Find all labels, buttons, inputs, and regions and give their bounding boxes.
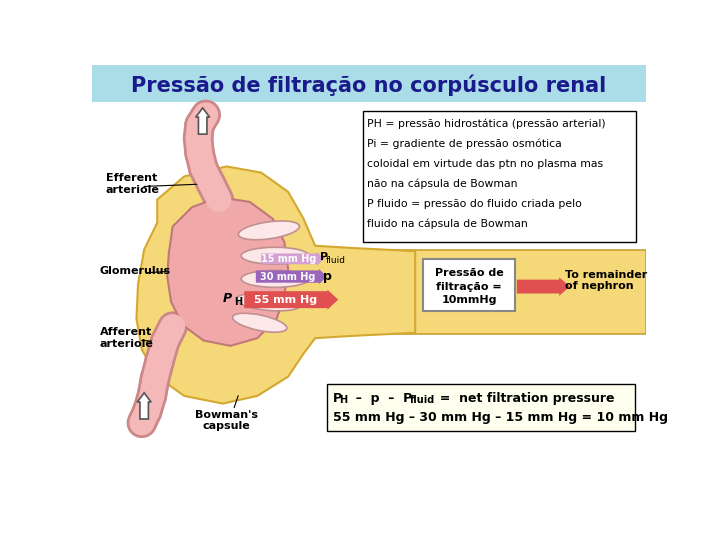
FancyArrow shape <box>138 393 151 419</box>
Ellipse shape <box>233 313 287 332</box>
Text: Pi = gradiente de pressão osmótica: Pi = gradiente de pressão osmótica <box>367 139 562 149</box>
Text: fluid: fluid <box>410 395 435 405</box>
Bar <box>423 259 516 311</box>
Text: não na cápsula de Bowman: não na cápsula de Bowman <box>367 179 518 189</box>
Ellipse shape <box>241 271 309 287</box>
Text: P: P <box>333 392 342 405</box>
FancyArrow shape <box>196 108 210 134</box>
Text: 55 mm Hg: 55 mm Hg <box>254 295 318 305</box>
Text: H: H <box>339 395 347 405</box>
FancyArrow shape <box>517 278 570 296</box>
Polygon shape <box>167 197 288 346</box>
Text: H: H <box>234 297 243 307</box>
FancyArrow shape <box>256 269 327 284</box>
Bar <box>319 249 647 334</box>
Text: coloidal em virtude das ptn no plasma mas: coloidal em virtude das ptn no plasma ma… <box>367 159 603 168</box>
Bar <box>92 65 647 102</box>
Text: Bowman's
capsule: Bowman's capsule <box>195 410 258 431</box>
Text: Pressão de filtração no corpúsculo renal: Pressão de filtração no corpúsculo renal <box>131 74 607 96</box>
Ellipse shape <box>241 247 309 264</box>
Text: Glomerulus: Glomerulus <box>99 266 171 276</box>
Text: –  p  –  P: – p – P <box>346 392 412 405</box>
Text: =  net filtration pressure: = net filtration pressure <box>431 392 615 405</box>
Text: PH = pressão hidrostática (pressão arterial): PH = pressão hidrostática (pressão arter… <box>367 119 606 129</box>
FancyArrow shape <box>261 252 324 266</box>
Text: 30 mm Hg: 30 mm Hg <box>260 272 315 281</box>
Text: 15 mm Hg: 15 mm Hg <box>261 254 317 264</box>
Ellipse shape <box>238 221 300 240</box>
Text: P fluido = pressão do fluido criada pelo: P fluido = pressão do fluido criada pelo <box>367 199 582 209</box>
Text: Afferent
arteriole: Afferent arteriole <box>99 327 153 349</box>
Text: 55 mm Hg – 30 mm Hg – 15 mm Hg = 10 mm Hg: 55 mm Hg – 30 mm Hg – 15 mm Hg = 10 mm H… <box>333 410 668 423</box>
Text: P: P <box>222 292 232 306</box>
Text: p: p <box>323 270 332 283</box>
Text: Efferent
arteriole: Efferent arteriole <box>106 173 160 195</box>
Text: P: P <box>320 252 328 262</box>
Polygon shape <box>137 166 415 403</box>
Text: fluid: fluid <box>326 256 346 265</box>
Text: fluido na cápsula de Bowman: fluido na cápsula de Bowman <box>367 219 528 230</box>
Bar <box>327 384 634 430</box>
Text: To remainder
of nephron: To remainder of nephron <box>564 269 647 291</box>
Ellipse shape <box>236 293 302 311</box>
FancyArrow shape <box>244 289 338 309</box>
Text: Pressão de
filtração =
10mmHg: Pressão de filtração = 10mmHg <box>435 268 503 305</box>
Bar <box>363 111 636 242</box>
